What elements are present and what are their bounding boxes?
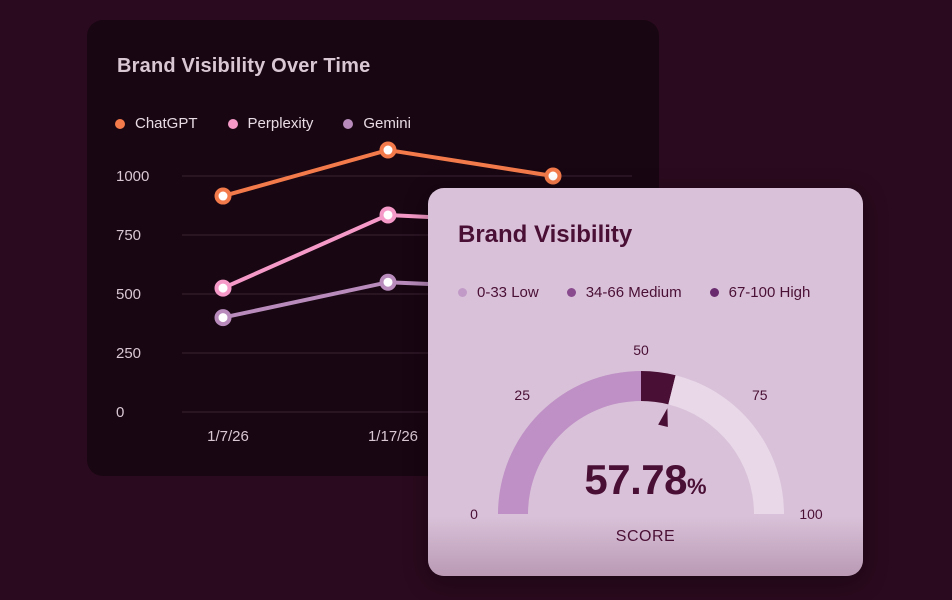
chatgpt-dot-icon	[115, 118, 125, 129]
gauge-fill-arc	[498, 371, 641, 514]
x-tick-label: 1/17/26	[368, 428, 418, 445]
legend-item-low: 0-33 Low	[458, 284, 539, 301]
y-tick-label: 1000	[116, 168, 149, 185]
data-point-gemini[interactable]	[214, 309, 232, 327]
data-point-perplexity[interactable]	[214, 279, 232, 297]
gauge-legend: 0-33 Low 34-66 Medium 67-100 High	[458, 284, 838, 301]
gauge-remaining-arc	[668, 375, 784, 514]
score-unit: %	[687, 474, 707, 499]
legend-item-chatgpt[interactable]: ChatGPT	[115, 115, 198, 132]
gauge-tick-label: 75	[752, 387, 768, 403]
brand-visibility-card: Brand Visibility 0-33 Low 34-66 Medium 6…	[428, 188, 863, 576]
legend-item-high: 67-100 High	[709, 284, 811, 301]
data-point-chatgpt[interactable]	[544, 167, 562, 185]
legend-label: Gemini	[363, 115, 411, 132]
score-label: SCORE	[615, 528, 676, 545]
legend-label: ChatGPT	[135, 115, 198, 132]
data-point-perplexity[interactable]	[379, 206, 397, 224]
y-tick-label: 750	[116, 227, 141, 244]
legend-item-medium: 34-66 Medium	[566, 284, 682, 301]
y-tick-label: 500	[116, 286, 141, 303]
perplexity-dot-icon	[227, 118, 238, 129]
gauge-card-title: Brand Visibility	[458, 221, 633, 248]
gauge-tick-label: 100	[799, 506, 823, 522]
line-chart-legend: ChatGPT Perplexity Gemini	[115, 115, 441, 132]
legend-label: Perplexity	[247, 115, 314, 132]
score-number: 57.78	[584, 456, 688, 503]
gauge-tick-label: 50	[633, 342, 649, 358]
legend-label: 34-66 Medium	[585, 284, 682, 301]
line-chart-title: Brand Visibility Over Time	[117, 55, 371, 77]
medium-dot-icon	[566, 288, 576, 297]
legend-label: 0-33 Low	[477, 284, 539, 301]
data-point-gemini[interactable]	[379, 273, 397, 291]
legend-label: 67-100 High	[728, 284, 811, 301]
legend-item-gemini[interactable]: Gemini	[343, 115, 411, 132]
gauge-tick-label: 0	[470, 506, 478, 522]
score-value: 57.78%	[428, 456, 863, 504]
gauge-tick-label: 25	[514, 387, 530, 403]
data-point-chatgpt[interactable]	[379, 141, 397, 159]
score-gauge: 0 25 50 75 100	[470, 342, 823, 522]
high-dot-icon	[709, 288, 719, 297]
x-tick-label: 1/7/26	[207, 428, 249, 445]
data-point-chatgpt[interactable]	[214, 187, 232, 205]
y-tick-label: 0	[116, 404, 124, 421]
low-dot-icon	[458, 288, 467, 297]
gemini-dot-icon	[343, 118, 354, 129]
gauge-value-arc	[641, 371, 676, 405]
gauge-pointer-icon	[658, 408, 668, 428]
legend-item-perplexity[interactable]: Perplexity	[227, 115, 314, 132]
y-tick-label: 250	[116, 345, 141, 362]
